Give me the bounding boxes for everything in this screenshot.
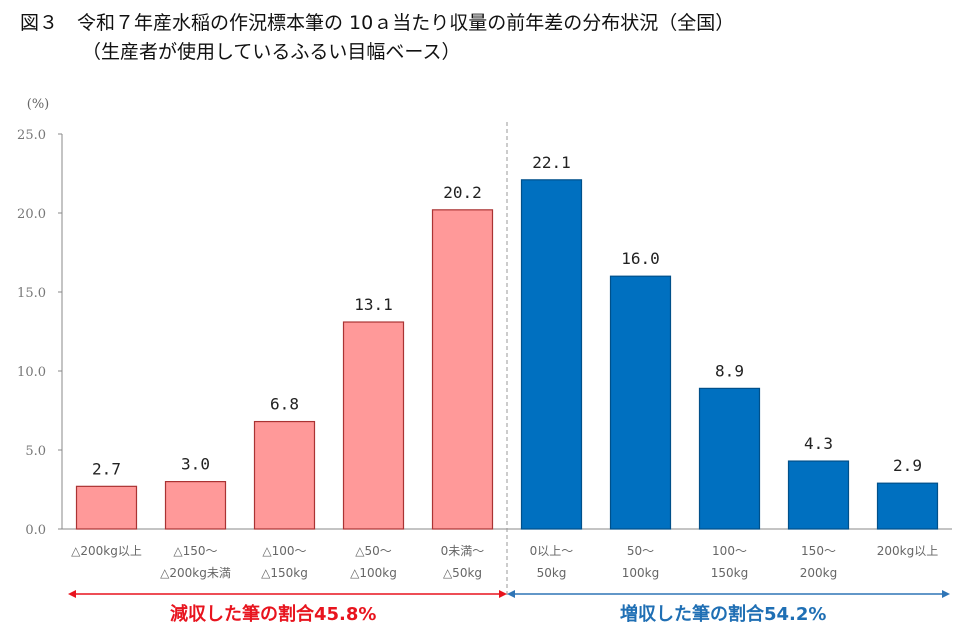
chart-title: 図３ 令和７年産水稲の作況標本筆の 10ａ当たり収量の前年差の分布状況（全国） (20, 12, 735, 34)
data-label: 4.3 (804, 434, 833, 453)
x-tick-label: 50～ (627, 544, 654, 558)
x-tick-label: △50kg (443, 566, 482, 580)
bar (253, 420, 316, 530)
x-tick-label: △200kg以上 (71, 544, 142, 558)
data-label: 22.1 (532, 153, 571, 172)
arrow-head-left (507, 590, 515, 598)
x-tick-label: △100kg (350, 566, 397, 580)
y-tick-label: 5.0 (25, 444, 46, 459)
data-label: 13.1 (354, 295, 393, 314)
x-tick-label: 50kg (537, 566, 567, 580)
x-tick-label: 150kg (711, 566, 748, 580)
increase-summary-label: 増収した筆の割合54.2% (620, 604, 827, 625)
bar (342, 321, 405, 530)
bar (876, 482, 939, 530)
data-label: 16.0 (621, 249, 660, 268)
x-tick-label: △100～ (262, 544, 306, 558)
y-tick-label: 20.0 (17, 207, 46, 222)
x-tick-label: △200kg未満 (160, 566, 231, 580)
x-tick-label: 0以上～ (530, 544, 574, 558)
x-tick-label: 100kg (622, 566, 659, 580)
data-label: 2.7 (92, 459, 121, 478)
data-label: 20.2 (443, 183, 482, 202)
arrow-head-right (499, 590, 507, 598)
x-tick-label: 150～ (801, 544, 836, 558)
data-label: 8.9 (715, 361, 744, 380)
x-tick-label: △50～ (355, 544, 392, 558)
bar (520, 179, 583, 530)
decrease-summary-label: 減収した筆の割合45.8% (170, 604, 377, 625)
bar (164, 481, 227, 530)
data-label: 3.0 (181, 455, 210, 474)
arrow-head-right (942, 590, 950, 598)
y-tick-label: 10.0 (17, 365, 46, 380)
bar (698, 387, 761, 530)
bar (787, 460, 850, 530)
bar (431, 209, 494, 530)
x-tick-label: 0未満～ (441, 544, 485, 558)
arrow-head-left (68, 590, 76, 598)
x-tick-label: 200kg以上 (877, 544, 938, 558)
y-axis-label: (%) (27, 97, 50, 112)
x-tick-label: △150kg (261, 566, 308, 580)
y-tick-label: 0.0 (25, 523, 46, 538)
chart-subtitle: （生産者が使用しているふるい目幅ベース） (82, 41, 461, 63)
x-tick-label: △150～ (173, 544, 217, 558)
y-tick-label: 25.0 (17, 128, 46, 143)
bar (75, 485, 138, 530)
x-tick-label: 200kg (800, 566, 837, 580)
bar (609, 275, 672, 530)
x-tick-label: 100～ (712, 544, 747, 558)
data-label: 2.9 (893, 456, 922, 475)
y-tick-label: 15.0 (17, 286, 46, 301)
data-label: 6.8 (270, 395, 299, 414)
